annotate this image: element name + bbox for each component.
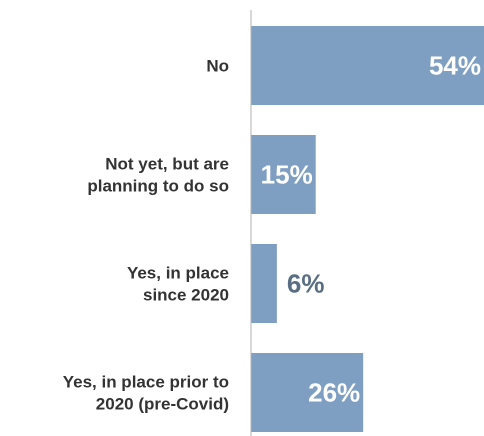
category-label-4-line-1: Yes, in place prior to (63, 373, 229, 392)
category-label-2: Not yet, but are planning to do so (87, 155, 229, 196)
category-label-2-line-1: Not yet, but are (105, 155, 229, 174)
category-label-1-line-1: No (206, 57, 229, 76)
bar-4 (251, 353, 364, 432)
category-label-4-line-2: 2020 (pre-Covid) (96, 395, 229, 414)
value-label-3: 6% (287, 269, 325, 299)
category-label-1: No (206, 57, 229, 76)
category-label-2-line-2: planning to do so (87, 177, 229, 196)
bar-1 (251, 26, 484, 105)
category-label-3: Yes, in place since 2020 (127, 264, 229, 305)
category-label-3-line-2: since 2020 (143, 286, 229, 305)
category-label-3-line-1: Yes, in place (127, 264, 229, 283)
value-label-1: 54% (429, 51, 481, 81)
bar-2 (251, 135, 316, 214)
bar-3 (251, 244, 277, 323)
value-label-4: 26% (308, 378, 360, 408)
category-label-4: Yes, in place prior to 2020 (pre-Covid) (63, 373, 229, 414)
value-label-2: 15% (261, 160, 313, 190)
